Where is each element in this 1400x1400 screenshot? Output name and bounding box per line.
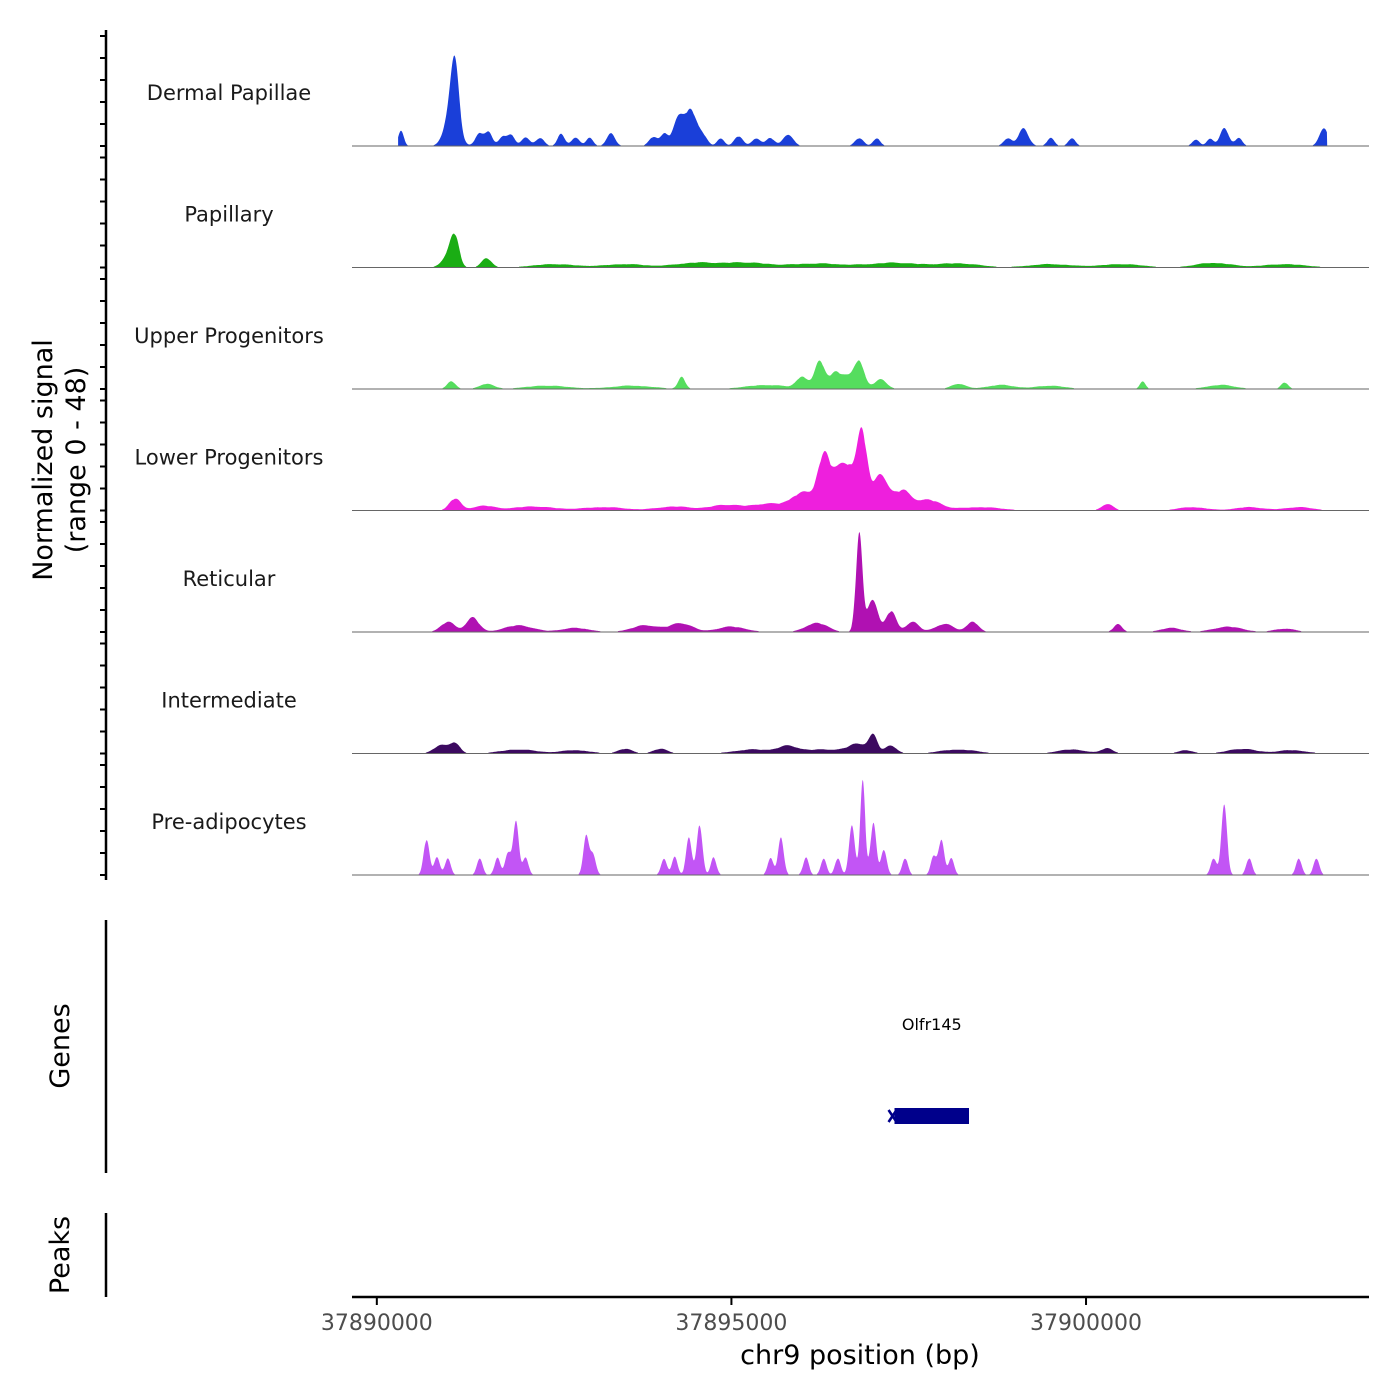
track-dermal-papillae: Dermal Papillae [147,55,1369,147]
track-lower-progenitors: Lower Progenitors [135,427,1369,511]
signal-axis-ticks [100,35,106,876]
x-tick-label: 37900000 [1030,1311,1142,1336]
signal-area-intermediate [398,733,1328,754]
track-label-upper-progenitors: Upper Progenitors [134,324,324,348]
track-label-pre-adipocytes: Pre-adipocytes [151,810,306,834]
track-label-intermediate: Intermediate [161,689,297,713]
track-pre-adipocytes: Pre-adipocytes [151,779,1369,876]
x-tick-label: 37890000 [321,1311,433,1336]
signal-area-upper-progenitors [398,360,1328,389]
track-reticular: Reticular [183,532,1369,633]
signal-area-lower-progenitors [398,427,1328,511]
gene-label-olfr145: Olfr145 [902,1015,962,1034]
x-axis-title: chr9 position (bp) [740,1340,980,1371]
x-axis-ticks: 37890000 37895000 37900000 [321,1297,1142,1336]
x-tick-label: 37895000 [675,1311,787,1336]
track-papillary: Papillary [184,203,1369,268]
genes-track-label: Genes [45,1003,76,1088]
signal-area-dermal-papillae [398,55,1328,146]
signal-area-papillary [398,233,1328,268]
signal-tracks: Dermal Papillae Papillary Upper Progenitor… [134,55,1369,876]
track-label-reticular: Reticular [183,567,276,591]
track-intermediate: Intermediate [161,689,1369,754]
signal-area-reticular [398,532,1328,632]
gene-body-olfr145 [894,1108,969,1124]
y-axis-range: (range 0 - 48) [61,367,92,554]
peaks-track-label: Peaks [45,1216,76,1294]
track-label-dermal-papillae: Dermal Papillae [147,81,311,105]
track-label-lower-progenitors: Lower Progenitors [135,446,324,470]
track-label-papillary: Papillary [184,203,273,227]
signal-area-pre-adipocytes [398,779,1328,875]
track-upper-progenitors: Upper Progenitors [134,324,1369,390]
y-axis-title: Normalized signal [28,339,59,581]
